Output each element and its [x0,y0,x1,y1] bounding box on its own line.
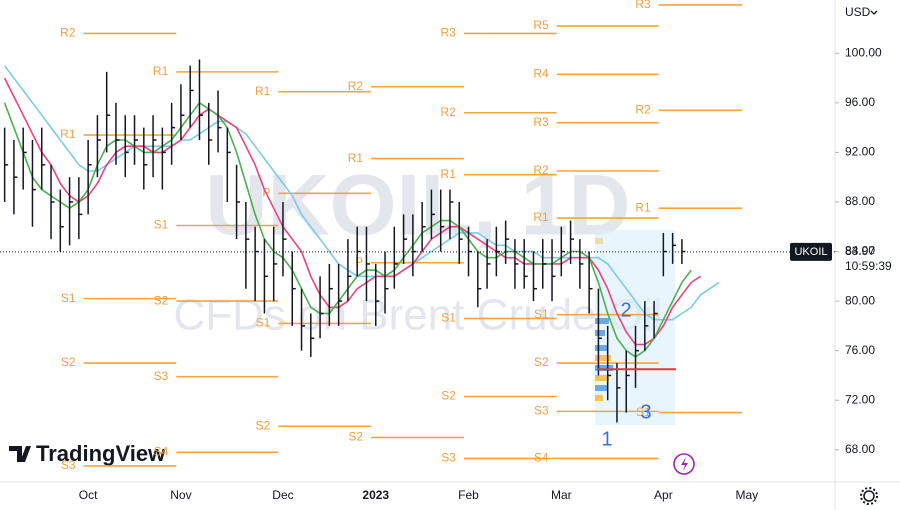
x-tick-label: Nov [170,488,191,502]
pivot-label: P [355,255,363,269]
vp-bar [595,318,609,324]
x-tick-label: May [736,488,759,502]
pivot-label: S4 [154,444,169,458]
pivot-label: R2 [60,26,76,40]
pivot-label: R1 [153,64,169,78]
pivot-label: S3 [61,458,76,472]
pivot-label: R2 [533,163,549,177]
vp-bar [595,375,609,381]
gear[interactable] [863,490,875,502]
pivot-label: R1 [348,151,364,165]
y-tick-label: 96.00 [845,95,875,109]
pivot-label: S1 [256,316,271,330]
pivot-label: S1 [154,218,169,232]
logo-icon [9,446,31,462]
pivot-label: S2 [348,430,363,444]
alert-icon[interactable] [673,453,695,475]
y-tick-label: 84.00 [845,244,875,258]
x-tick-label: Feb [458,488,479,502]
pivot-label: R2 [635,102,651,116]
pivot-label: S1 [636,405,651,419]
y-tick-label: 80.00 [845,293,875,307]
x-tick-label: 2023 [362,488,389,502]
pivot-label: R1 [60,127,76,141]
y-tick-label: 76.00 [845,343,875,357]
x-tick-label: Oct [79,488,98,502]
y-tick-label: 68.00 [845,442,875,456]
vp-bar [595,395,603,401]
pivot-label: S1 [61,291,76,305]
pivot-label: S2 [61,355,76,369]
pivot-label: S3 [441,451,456,465]
settings-icon[interactable] [860,487,878,505]
plot-area: R2R1S1S2S3R1S1S2S3S4R1PS1S2R2R1PS2R3R2R1… [3,0,743,472]
pivot-label: S3 [534,404,549,418]
vp-bar [595,365,613,371]
pivot-label: R5 [533,18,549,32]
gear-teeth[interactable] [860,487,878,505]
logo: TradingView [9,441,166,466]
pivot-label: R3 [533,115,549,129]
pivot-label: S1 [441,311,456,325]
x-tick-label: Mar [551,488,572,502]
pivot-label: S2 [534,355,549,369]
symbol-tag [790,242,832,261]
symbol-label: UKOIL [794,246,827,258]
pivot-label: R3 [441,26,457,40]
wave-label: 3 [640,401,651,423]
y-tick-label: 72.00 [845,392,875,406]
pivot-label: S2 [441,389,456,403]
pivot-label: R2 [441,105,457,119]
y-tick-label: 92.00 [845,145,875,159]
vp-bar [595,385,607,391]
currency-chevron [870,10,878,15]
currency: USD [845,5,871,19]
pivot-label: R2 [348,79,364,93]
pivot-label: R1 [635,200,651,214]
pivot-label: S2 [256,418,271,432]
vp-bar [595,355,611,361]
indicator-line [3,77,701,346]
alert-circle[interactable] [673,453,695,475]
pivot-label: R1 [533,210,549,224]
pivot-label: S3 [154,369,169,383]
logo-text: TradingView [36,441,166,466]
vp-bar [595,330,605,336]
pivot-label: S4 [534,451,549,465]
y-tick-label: 100.00 [845,45,882,59]
pivot-label: R3 [635,0,651,11]
x-tick-label: Apr [654,488,673,502]
last-price-label: 83.97 [845,244,875,258]
vp-bar [595,345,607,351]
wave-label: 2 [620,299,631,321]
alert-bolt[interactable] [681,457,688,471]
indicator-line [3,65,720,321]
volume-profile [595,238,613,401]
pivot-label: S1 [534,307,549,321]
pivot-label: R1 [255,84,271,98]
wave-label: 1 [601,428,612,450]
pivot-label: R4 [533,67,549,81]
vp-bar [595,238,603,244]
x-tick-label: Dec [272,488,293,502]
y-tick-label: 88.00 [845,194,875,208]
pivot-label: R1 [441,167,457,181]
pivot-label: S2 [154,293,169,307]
countdown: 10:59:39 [845,259,892,273]
